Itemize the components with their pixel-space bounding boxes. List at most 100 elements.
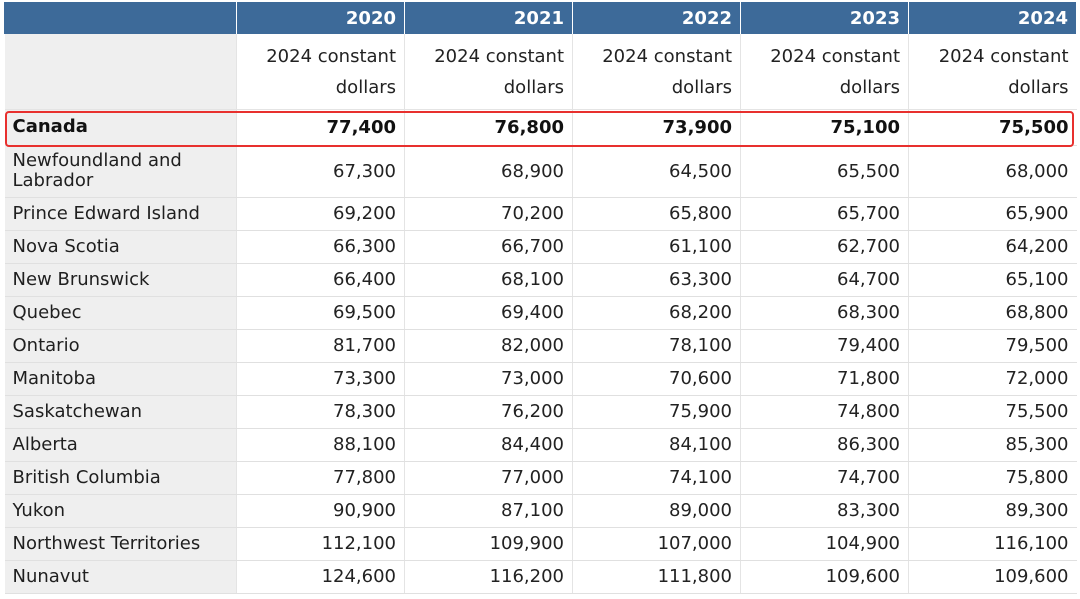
cell-value: 111,800 [572,560,741,594]
column-header-2024[interactable]: 2024 [908,2,1077,34]
cell-value: 68,800 [908,296,1077,330]
unit-label: 2024 constant dollars [404,34,573,110]
row-label: Canada [4,109,237,146]
cell-value: 65,500 [740,145,909,198]
table-row: Alberta 88,100 84,400 84,100 86,300 85,300 [4,428,1077,462]
cell-value: 61,100 [572,230,741,264]
cell-value: 79,500 [908,329,1077,363]
cell-value: 75,800 [908,461,1077,495]
year-header-row: 2020 2021 2022 2023 2024 [4,2,1077,34]
table-row: Manitoba 73,300 73,000 70,600 71,800 72,000 [4,362,1077,396]
unit-label: 2024 constant dollars [740,34,909,110]
cell-value: 76,800 [404,109,573,146]
unit-corner [4,34,237,110]
row-label: New Brunswick [4,263,237,297]
cell-value: 83,300 [740,494,909,528]
cell-value: 71,800 [740,362,909,396]
cell-value: 116,100 [908,527,1077,561]
row-label: Newfoundland and Labrador [4,145,237,198]
table-row: Prince Edward Island 69,200 70,200 65,800 65… [4,197,1077,231]
cell-value: 74,800 [740,395,909,429]
cell-value: 75,900 [572,395,741,429]
cell-value: 68,300 [740,296,909,330]
cell-value: 73,300 [236,362,405,396]
cell-value: 78,300 [236,395,405,429]
cell-value: 65,100 [908,263,1077,297]
table-row: Northwest Territories 112,100 109,900 107,0… [4,527,1077,561]
row-label: Nova Scotia [4,230,237,264]
cell-value: 76,200 [404,395,573,429]
unit-label: 2024 constant dollars [236,34,405,110]
cell-value: 109,600 [908,560,1077,594]
cell-value: 75,100 [740,109,909,146]
cell-value: 89,300 [908,494,1077,528]
cell-value: 64,200 [908,230,1077,264]
cell-value: 68,100 [404,263,573,297]
cell-value: 73,000 [404,362,573,396]
table-row: Quebec 69,500 69,400 68,200 68,300 68,800 [4,296,1077,330]
cell-value: 68,200 [572,296,741,330]
cell-value: 85,300 [908,428,1077,462]
row-label: Manitoba [4,362,237,396]
cell-value: 64,500 [572,145,741,198]
cell-value: 66,300 [236,230,405,264]
table-row-canada: Canada 77,400 76,800 73,900 75,100 75,500 [4,109,1077,146]
cell-value: 84,400 [404,428,573,462]
cell-value: 64,700 [740,263,909,297]
cell-value: 104,900 [740,527,909,561]
cell-value: 69,400 [404,296,573,330]
unit-header-row: 2024 constant dollars 2024 constant doll… [4,34,1077,110]
cell-value: 62,700 [740,230,909,264]
table-row: Yukon 90,900 87,100 89,000 83,300 89,300 [4,494,1077,528]
cell-value: 88,100 [236,428,405,462]
column-header-2021[interactable]: 2021 [404,2,573,34]
cell-value: 109,900 [404,527,573,561]
cell-value: 86,300 [740,428,909,462]
cell-value: 63,300 [572,263,741,297]
cell-value: 90,900 [236,494,405,528]
cell-value: 73,900 [572,109,741,146]
column-header-2023[interactable]: 2023 [740,2,909,34]
column-header-2022[interactable]: 2022 [572,2,741,34]
cell-value: 75,500 [908,109,1077,146]
cell-value: 66,400 [236,263,405,297]
cell-value: 70,200 [404,197,573,231]
cell-value: 68,900 [404,145,573,198]
cell-value: 65,900 [908,197,1077,231]
cell-value: 70,600 [572,362,741,396]
cell-value: 77,000 [404,461,573,495]
table-row: New Brunswick 66,400 68,100 63,300 64,700 65,… [4,263,1077,297]
row-label: Yukon [4,494,237,528]
unit-label: 2024 constant dollars [572,34,741,110]
cell-value: 112,100 [236,527,405,561]
table-row: Saskatchewan 78,300 76,200 75,900 74,800 75,5… [4,395,1077,429]
unit-label: 2024 constant dollars [908,34,1077,110]
cell-value: 69,500 [236,296,405,330]
cell-value: 74,700 [740,461,909,495]
cell-value: 109,600 [740,560,909,594]
cell-value: 124,600 [236,560,405,594]
row-label: Northwest Territories [4,527,237,561]
cell-value: 77,400 [236,109,405,146]
table-row: Nova Scotia 66,300 66,700 61,100 62,700 64,20… [4,230,1077,264]
cell-value: 66,700 [404,230,573,264]
cell-value: 77,800 [236,461,405,495]
row-label: Saskatchewan [4,395,237,429]
cell-value: 65,800 [572,197,741,231]
header-corner [4,2,237,34]
cell-value: 107,000 [572,527,741,561]
table-row: British Columbia 77,800 77,000 74,100 74,700… [4,461,1077,495]
cell-value: 89,000 [572,494,741,528]
row-label: Alberta [4,428,237,462]
table-body: Canada 77,400 76,800 73,900 75,100 75,500 Newf… [4,109,1077,594]
row-label: Nunavut [4,560,237,594]
table-row: Ontario 81,700 82,000 78,100 79,400 79,500 [4,329,1077,363]
column-header-2020[interactable]: 2020 [236,2,405,34]
cell-value: 75,500 [908,395,1077,429]
cell-value: 67,300 [236,145,405,198]
row-label: Ontario [4,329,237,363]
income-table: 2020 2021 2022 2023 2024 2024 constant d… [4,2,1077,594]
cell-value: 65,700 [740,197,909,231]
row-label: Quebec [4,296,237,330]
cell-value: 87,100 [404,494,573,528]
